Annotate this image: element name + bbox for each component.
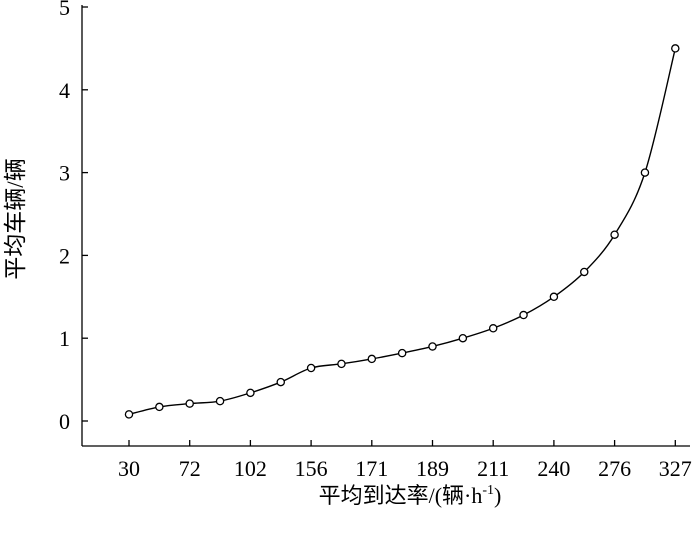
data-point (519, 310, 528, 320)
data-point (185, 399, 194, 408)
x-tick-label: 156 (295, 456, 328, 481)
x-tick-label: 189 (416, 456, 449, 481)
data-point (397, 348, 407, 358)
data-point (124, 410, 134, 419)
x-axis-label-main: 平均到达率/(辆·h (319, 483, 483, 508)
data-point (640, 168, 650, 177)
data-point (215, 396, 225, 406)
y-tick-label: 0 (59, 409, 70, 434)
x-axis-label-tail: ) (494, 483, 501, 508)
x-tick-label: 102 (234, 456, 267, 481)
x-tick-label: 72 (179, 456, 201, 481)
data-point (610, 230, 619, 239)
x-tick-label: 211 (477, 456, 509, 481)
x-axis-label: 平均到达率/(辆·h-1) (319, 483, 502, 508)
x-tick-label: 276 (598, 456, 631, 481)
y-ticks: 0 1 2 3 4 5 (59, 0, 88, 434)
data-point (246, 388, 255, 398)
y-tick-label: 4 (59, 78, 70, 103)
y-tick-label: 2 (59, 243, 70, 268)
x-tick-label: 30 (118, 456, 140, 481)
data-point (671, 44, 680, 53)
y-tick-label: 3 (59, 161, 70, 186)
data-point (488, 324, 498, 333)
x-tick-label: 327 (659, 456, 692, 481)
data-point (306, 363, 316, 373)
data-point (428, 342, 437, 351)
x-ticks: 30 72 102 156 171 189 211 240 276 327 (118, 440, 692, 481)
x-axis-label-superscript: -1 (482, 483, 494, 498)
data-markers (124, 44, 680, 419)
x-tick-label: 240 (537, 456, 570, 481)
data-point (458, 333, 468, 343)
y-axis-label: 平均车辆/辆 (3, 158, 28, 279)
y-tick-label: 1 (59, 326, 70, 351)
data-point (549, 292, 559, 302)
data-point (337, 359, 346, 369)
axes (81, 5, 690, 447)
x-tick-label: 171 (355, 456, 388, 481)
data-point (155, 402, 164, 412)
data-point (580, 267, 589, 277)
data-point (276, 377, 285, 387)
series-line (128, 48, 676, 416)
data-point (367, 354, 377, 364)
y-tick-label: 5 (59, 0, 70, 20)
